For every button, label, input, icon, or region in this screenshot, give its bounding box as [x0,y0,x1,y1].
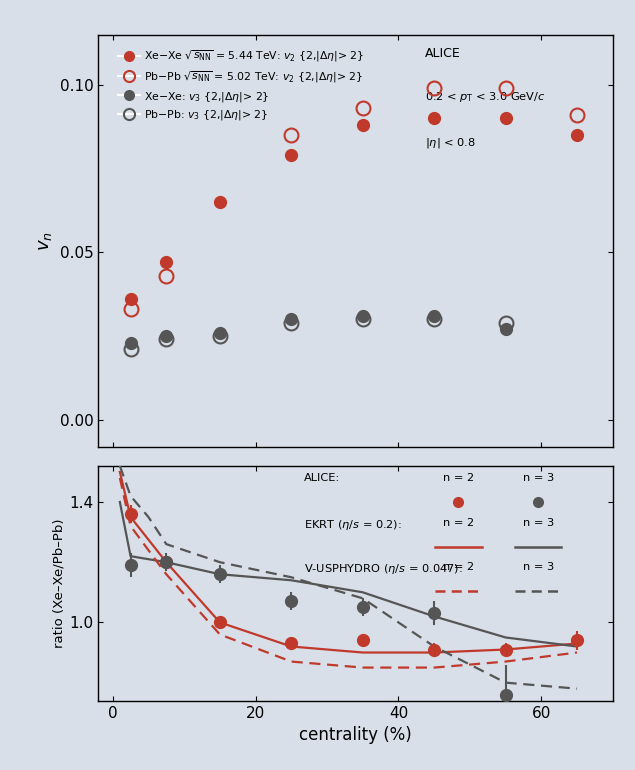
Text: n = 3: n = 3 [523,473,554,483]
X-axis label: centrality (%): centrality (%) [299,726,412,744]
Text: V-USPHYDRO ($\eta/s$ = 0.047):: V-USPHYDRO ($\eta/s$ = 0.047): [304,562,463,576]
Y-axis label: $v_n$: $v_n$ [36,231,54,250]
Text: n = 2: n = 2 [443,562,474,572]
Text: EKRT ($\eta/s$ = 0.2):: EKRT ($\eta/s$ = 0.2): [304,517,402,531]
Text: n = 3: n = 3 [523,517,554,527]
Text: 0.2 < $p_\mathrm{T}$ < 3.0 GeV/$c$: 0.2 < $p_\mathrm{T}$ < 3.0 GeV/$c$ [425,90,545,104]
Text: ALICE:: ALICE: [304,473,340,483]
Text: |$\eta$| < 0.8: |$\eta$| < 0.8 [425,136,476,149]
Text: ALICE: ALICE [425,47,461,60]
Text: n = 3: n = 3 [523,562,554,572]
Text: n = 2: n = 2 [443,473,474,483]
Text: n = 2: n = 2 [443,517,474,527]
Legend: Xe$-$Xe $\sqrt{s_{\mathrm{NN}}}$ = 5.44 TeV: $v_2$ {2,|$\Delta\eta$|> 2}, Pb$-$P: Xe$-$Xe $\sqrt{s_{\mathrm{NN}}}$ = 5.44 … [114,44,370,127]
Y-axis label: ratio (Xe–Xe/Pb–Pb): ratio (Xe–Xe/Pb–Pb) [52,518,65,648]
